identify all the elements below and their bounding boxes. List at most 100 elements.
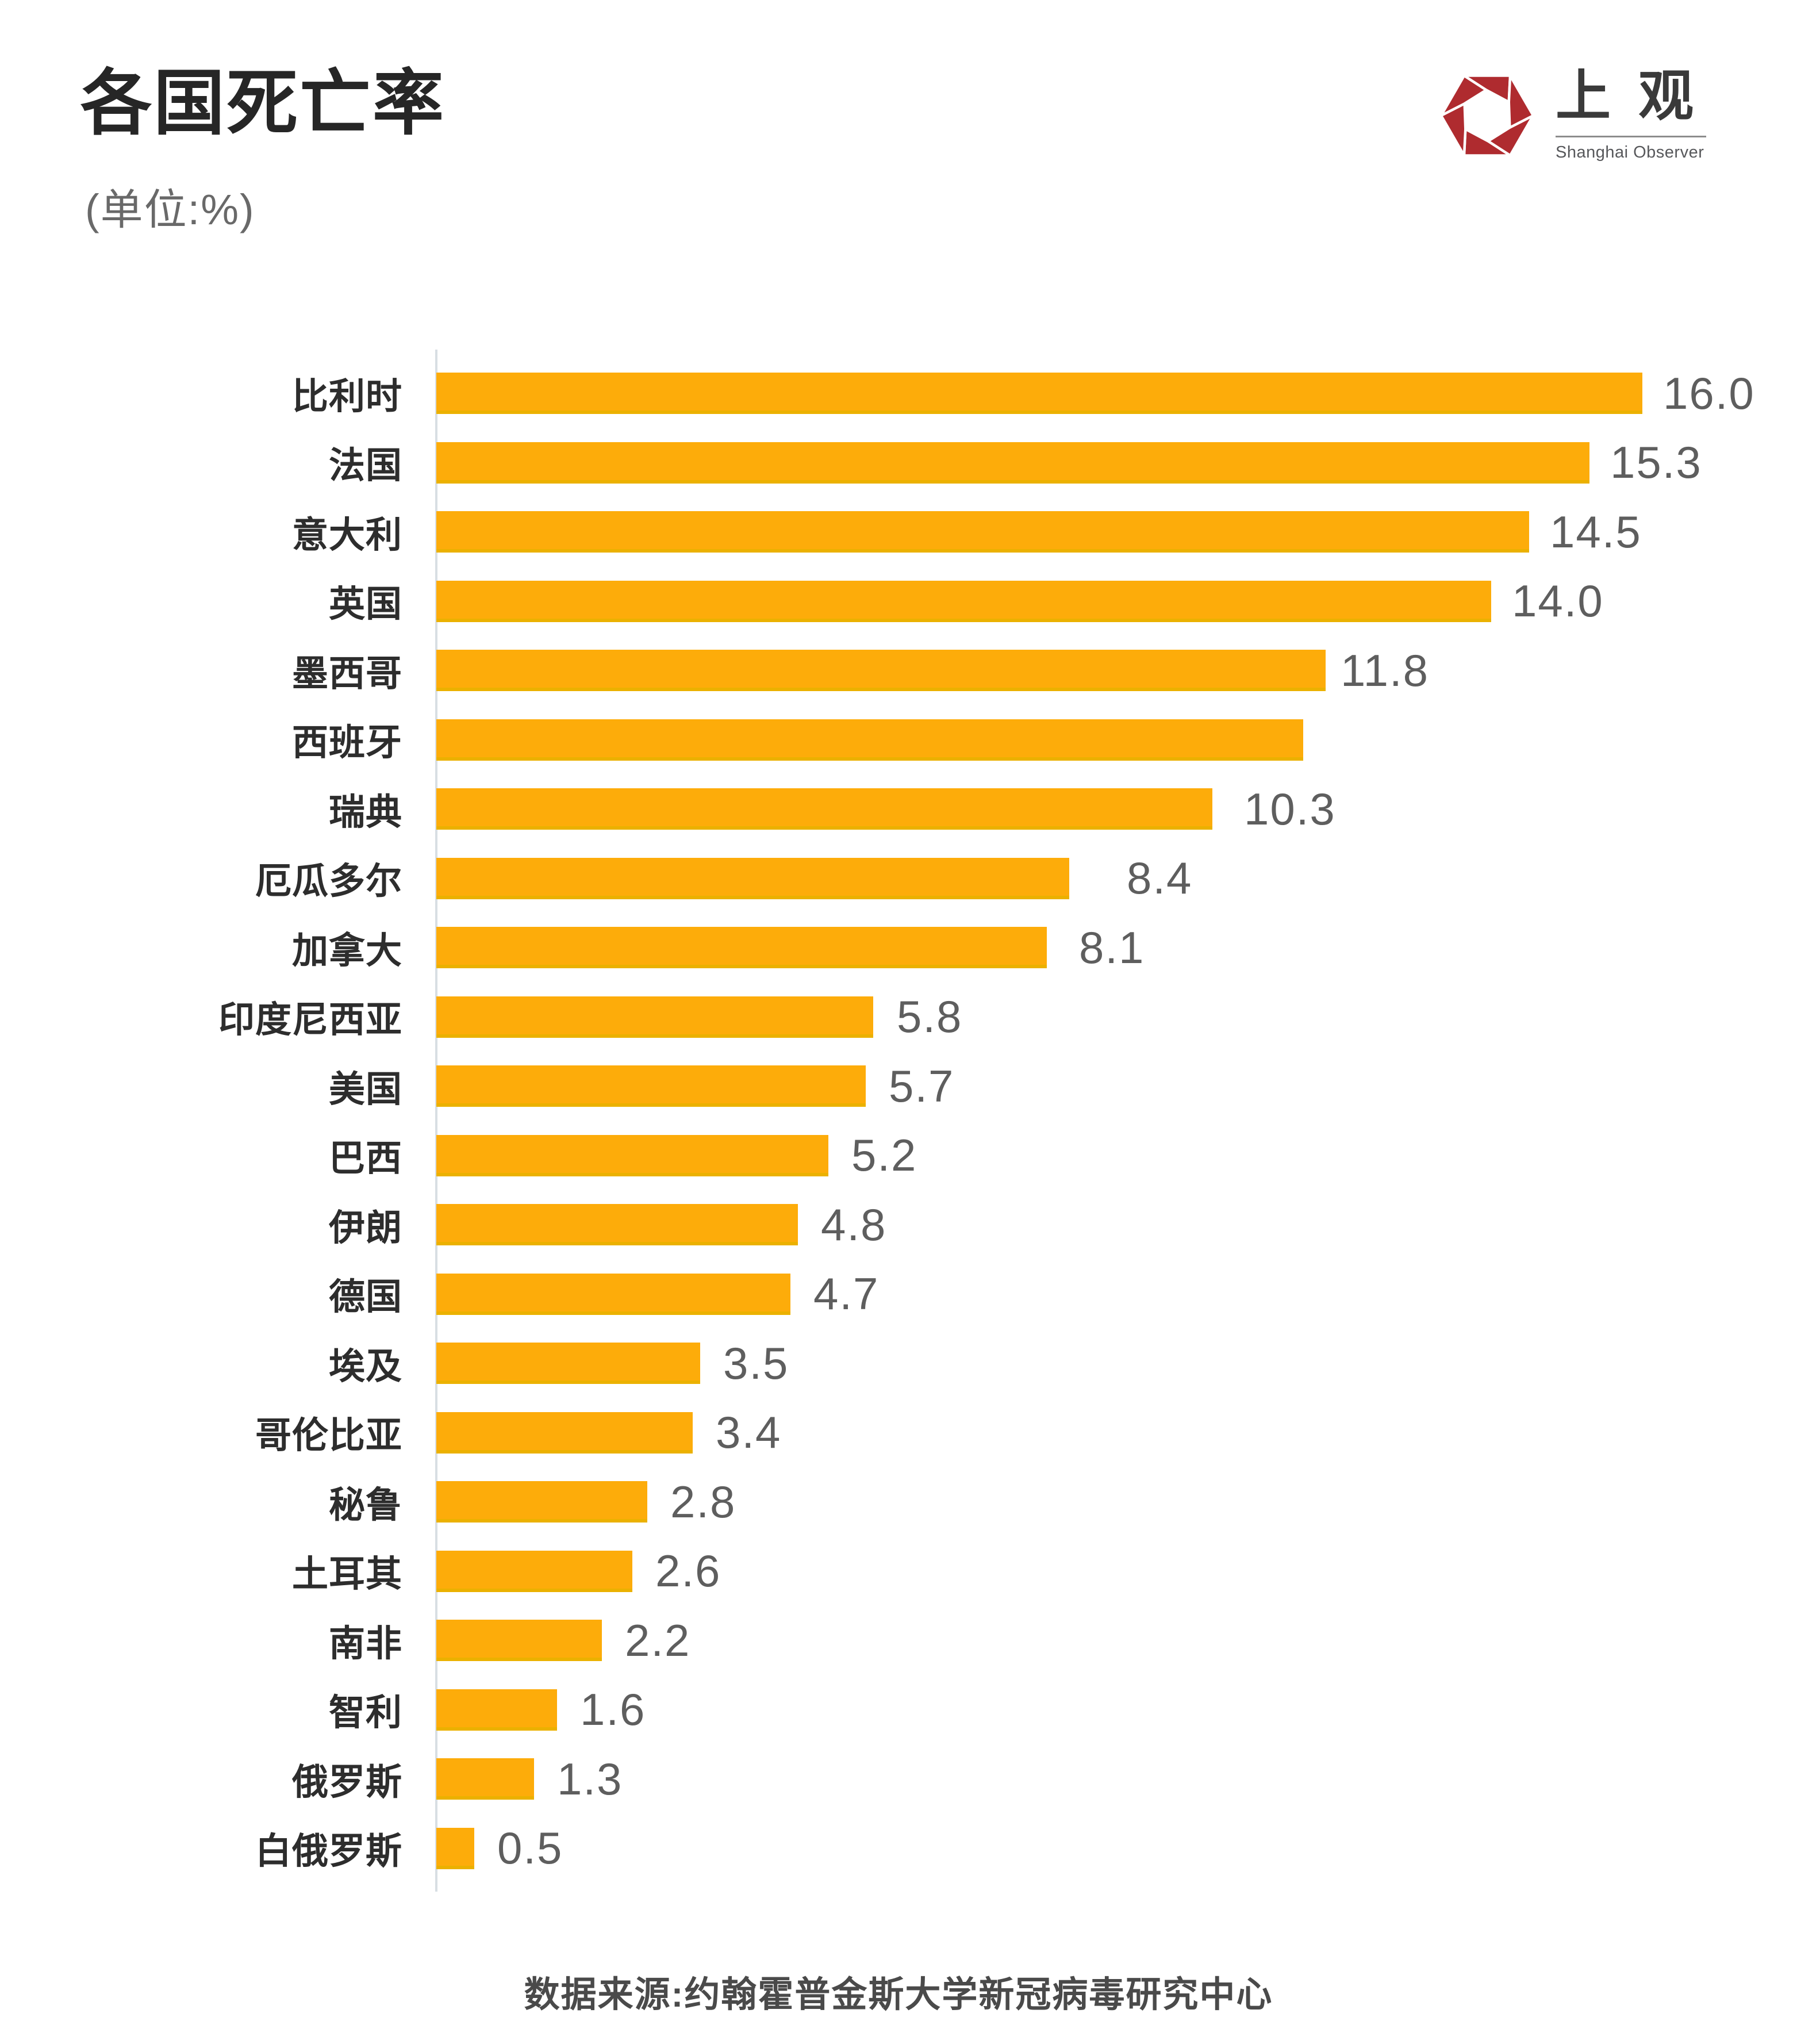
bar-zone: 14.0 — [436, 575, 1604, 627]
country-label: 伊朗 — [329, 1207, 402, 1248]
country-label: 哥伦比亚 — [255, 1416, 402, 1456]
bar-row: 巴西 5.2 — [0, 1121, 1797, 1191]
bar-row: 智利 1.6 — [0, 1675, 1797, 1745]
bar-zone: 11.8 — [436, 645, 1429, 697]
bar — [436, 650, 1326, 692]
value-label: 10.3 — [1244, 783, 1336, 834]
bar-row: 厄瓜多尔 8.4 — [0, 844, 1797, 914]
bar-chart: 比利时 16.0 法国 15.3 意大利 14.5 英国 14.0 墨西哥 11… — [0, 359, 1797, 1883]
country-label: 印度尼西亚 — [218, 1000, 402, 1041]
bar-zone: 5.8 — [436, 991, 962, 1043]
value-label: 3.5 — [723, 1337, 789, 1389]
bar-zone: 4.7 — [436, 1268, 879, 1320]
bar — [436, 1412, 693, 1454]
value-label: 1.3 — [557, 1753, 623, 1804]
bar-row: 英国 14.0 — [0, 567, 1797, 636]
bar-row: 白俄罗斯 0.5 — [0, 1814, 1797, 1884]
country-label: 法国 — [329, 446, 402, 486]
bar-zone: 4.8 — [436, 1199, 886, 1251]
value-label: 11.8 — [1341, 645, 1430, 696]
value-label: 3.4 — [716, 1407, 782, 1458]
bar — [436, 1620, 602, 1662]
bar — [436, 857, 1069, 899]
bar-zone — [436, 719, 1303, 761]
bar-zone: 15.3 — [436, 436, 1702, 489]
bar-zone: 3.4 — [436, 1406, 781, 1459]
bar-zone: 1.6 — [436, 1683, 646, 1736]
bar-row: 德国 4.7 — [0, 1260, 1797, 1329]
bar-row: 土耳其 2.6 — [0, 1537, 1797, 1606]
value-label: 4.8 — [821, 1199, 887, 1250]
country-label: 土耳其 — [292, 1554, 402, 1595]
country-label: 俄罗斯 — [292, 1762, 402, 1803]
value-label: 8.4 — [1127, 853, 1193, 904]
value-label: 14.0 — [1512, 576, 1604, 627]
bar — [436, 1273, 790, 1315]
bar — [436, 1827, 474, 1869]
value-label: 15.3 — [1610, 437, 1702, 488]
country-label: 瑞典 — [329, 792, 402, 833]
bar — [436, 719, 1303, 761]
value-label: 1.6 — [580, 1684, 646, 1735]
bar — [436, 1481, 647, 1523]
value-label: 5.2 — [851, 1130, 917, 1181]
bar-zone: 2.6 — [436, 1545, 721, 1597]
bar-row: 瑞典 10.3 — [0, 774, 1797, 844]
bar-row: 西班牙 — [0, 705, 1797, 775]
value-label: 0.5 — [497, 1823, 563, 1874]
bar-zone: 8.1 — [436, 922, 1145, 974]
bar-row: 秘鲁 2.8 — [0, 1467, 1797, 1537]
country-label: 加拿大 — [292, 930, 402, 971]
bar-zone: 14.5 — [436, 506, 1642, 558]
value-label: 2.2 — [625, 1615, 691, 1666]
country-label: 美国 — [329, 1069, 402, 1110]
country-label: 墨西哥 — [292, 653, 402, 694]
country-label: 南非 — [329, 1623, 402, 1664]
bar-row: 意大利 14.5 — [0, 497, 1797, 567]
bar-row: 埃及 3.5 — [0, 1329, 1797, 1398]
bar-row: 比利时 16.0 — [0, 359, 1797, 428]
country-label: 智利 — [329, 1693, 402, 1734]
aperture-logo-icon — [1438, 71, 1537, 160]
bar-zone: 2.2 — [436, 1615, 690, 1667]
value-label: 2.8 — [670, 1476, 736, 1527]
bar-row: 哥伦比亚 3.4 — [0, 1398, 1797, 1468]
bar — [436, 442, 1589, 484]
bar — [436, 580, 1491, 622]
page-title: 各国死亡率 — [80, 64, 446, 143]
country-label: 意大利 — [292, 515, 402, 555]
bar-zone: 8.4 — [436, 852, 1192, 904]
bar — [436, 927, 1047, 969]
logo-en-text: Shanghai Observer — [1556, 143, 1704, 162]
bar — [436, 1204, 798, 1246]
country-label: 英国 — [329, 584, 402, 625]
bar-row: 俄罗斯 1.3 — [0, 1744, 1797, 1814]
bar — [436, 373, 1642, 415]
bar-zone: 5.7 — [436, 1060, 954, 1113]
value-label: 8.1 — [1079, 922, 1145, 973]
shanghai-observer-logo: 上观 Shanghai Observer — [1436, 64, 1706, 167]
bar-zone: 5.2 — [436, 1129, 917, 1182]
country-label: 西班牙 — [292, 723, 402, 764]
bar-row: 印度尼西亚 5.8 — [0, 983, 1797, 1052]
bar — [436, 511, 1529, 553]
baseline-axis — [435, 350, 437, 1892]
bar — [436, 1343, 700, 1385]
bar — [436, 1550, 632, 1592]
value-label: 5.8 — [897, 991, 963, 1042]
value-label: 14.5 — [1550, 506, 1642, 557]
bar-row: 南非 2.2 — [0, 1606, 1797, 1675]
bar-row: 美国 5.7 — [0, 1052, 1797, 1121]
country-label: 埃及 — [329, 1346, 402, 1387]
country-label: 比利时 — [292, 376, 402, 417]
country-label: 德国 — [329, 1277, 402, 1318]
bar-zone: 3.5 — [436, 1337, 789, 1390]
bar-row: 墨西哥 11.8 — [0, 636, 1797, 705]
logo-divider — [1556, 136, 1706, 137]
bar — [436, 1065, 866, 1107]
country-label: 巴西 — [329, 1138, 402, 1179]
bar — [436, 1689, 557, 1731]
value-label: 16.0 — [1663, 367, 1755, 419]
bar-zone: 1.3 — [436, 1753, 623, 1805]
